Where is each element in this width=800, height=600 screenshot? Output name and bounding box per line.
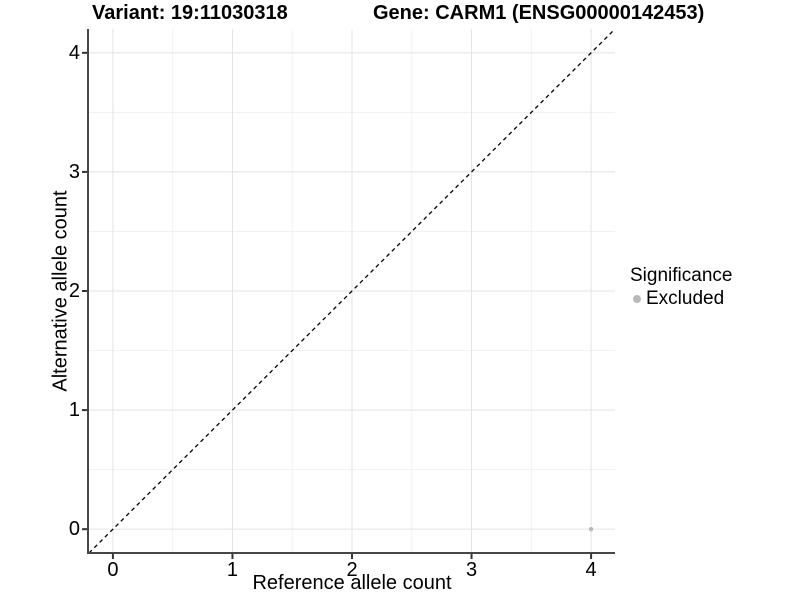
y-axis-label: Alternative allele count <box>49 190 72 392</box>
legend-item-excluded: Excluded <box>629 288 732 310</box>
plot-title-gene: Gene: CARM1 (ENSG00000142453) <box>373 2 705 24</box>
y-tick-label: 2 <box>68 280 80 302</box>
x-tick-label: 1 <box>226 559 239 581</box>
identity-line <box>88 28 616 554</box>
y-tick-label: 0 <box>68 518 80 541</box>
data-point-excluded <box>588 526 594 532</box>
legend: Significance Excluded <box>629 265 732 310</box>
y-tick-label: 1 <box>68 399 80 422</box>
x-tick-label: 4 <box>585 559 597 581</box>
legend-point-marker <box>633 295 641 303</box>
x-tick-label: 2 <box>346 559 358 581</box>
legend-title: Significance <box>630 265 733 286</box>
x-tick-label: 3 <box>465 559 478 581</box>
plot-title-variant: Variant: 19:11030318 <box>92 2 288 24</box>
y-tick-label: 3 <box>68 160 80 183</box>
legend-item-label: Excluded <box>646 288 725 309</box>
x-tick-label: 0 <box>107 559 119 581</box>
y-tick-label: 4 <box>68 41 80 64</box>
x-axis-label: Reference allele count <box>252 572 452 594</box>
